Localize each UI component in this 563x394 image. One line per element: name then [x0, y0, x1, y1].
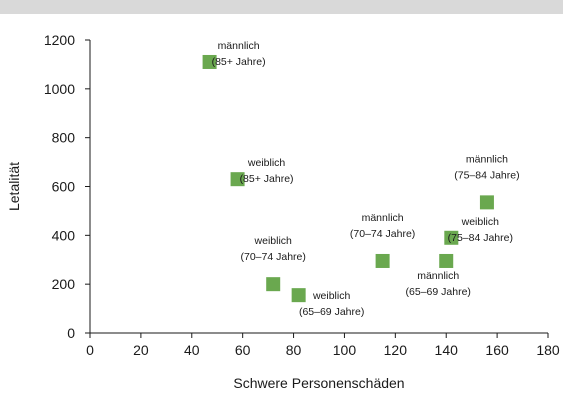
- point-label: männlich (85+ Jahre): [212, 40, 266, 68]
- point-label-line: männlich: [362, 212, 404, 224]
- point-label-line: weiblich: [247, 157, 286, 169]
- data-point: [444, 230, 459, 245]
- x-tick-label: 60: [235, 342, 251, 358]
- point-label-line: (70–74 Jahre): [350, 228, 415, 240]
- x-tick-label: 160: [485, 342, 509, 358]
- data-point: [291, 288, 306, 303]
- data-point: [439, 253, 454, 268]
- x-tick-label: 20: [133, 342, 149, 358]
- data-point: [375, 253, 390, 268]
- y-tick-label: 1000: [44, 81, 75, 97]
- x-tick-label: 140: [435, 342, 459, 358]
- point-label-line: männlich: [466, 153, 508, 165]
- x-tick-label: 100: [333, 342, 357, 358]
- x-ticks: 0 20 40 60 80 100 120 140 160 180: [86, 333, 560, 358]
- point-label-line: (65–69 Jahre): [299, 306, 364, 318]
- x-tick-label: 40: [184, 342, 200, 358]
- y-tick-label: 400: [52, 227, 76, 243]
- point-label-line: (75–84 Jahre): [454, 169, 519, 181]
- x-axis-title: Schwere Personenschäden: [233, 375, 404, 391]
- point-labels: männlich (85+ Jahre)weiblich (85+ Jahre)we…: [212, 40, 520, 318]
- point-label-line: (75–84 Jahre): [448, 232, 513, 244]
- point-label-line: (85+ Jahre): [240, 173, 294, 185]
- axes: [89, 40, 548, 334]
- point-label: männlich (70–74 Jahre): [350, 212, 415, 240]
- x-tick-label: 0: [86, 342, 94, 358]
- x-tick-label: 80: [286, 342, 302, 358]
- y-tick-label: 800: [52, 130, 76, 146]
- data-points: [202, 54, 494, 303]
- y-tick-label: 1200: [44, 32, 75, 48]
- y-tick-label: 600: [52, 179, 76, 195]
- data-point: [202, 54, 217, 69]
- point-label-line: männlich: [218, 40, 260, 52]
- point-label-line: weiblich: [461, 216, 500, 228]
- y-tick-label: 200: [52, 276, 76, 292]
- y-axis-title: Letalität: [6, 162, 22, 211]
- point-label: weiblich (65–69 Jahre): [299, 290, 364, 318]
- x-tick-label: 120: [384, 342, 408, 358]
- point-label: weiblich (75–84 Jahre): [448, 216, 513, 244]
- point-label-line: (85+ Jahre): [212, 56, 266, 68]
- point-label-line: männlich: [417, 270, 459, 282]
- y-ticks: 0 200 400 600 800 1000 1200: [44, 32, 90, 341]
- data-point: [479, 195, 494, 210]
- top-band: [0, 0, 563, 14]
- point-label-line: weiblich: [254, 235, 293, 247]
- point-label-line: (65–69 Jahre): [406, 286, 471, 298]
- data-point: [230, 172, 245, 187]
- x-tick-label: 180: [536, 342, 560, 358]
- point-label: weiblich (85+ Jahre): [240, 157, 294, 185]
- y-tick-label: 0: [67, 325, 75, 341]
- point-label: männlich (65–69 Jahre): [406, 270, 471, 298]
- data-point: [266, 277, 281, 292]
- point-label: weiblich (70–74 Jahre): [241, 235, 306, 263]
- point-label-line: weiblich: [312, 290, 351, 302]
- point-label-line: (70–74 Jahre): [241, 251, 306, 263]
- point-label: männlich (75–84 Jahre): [454, 153, 519, 181]
